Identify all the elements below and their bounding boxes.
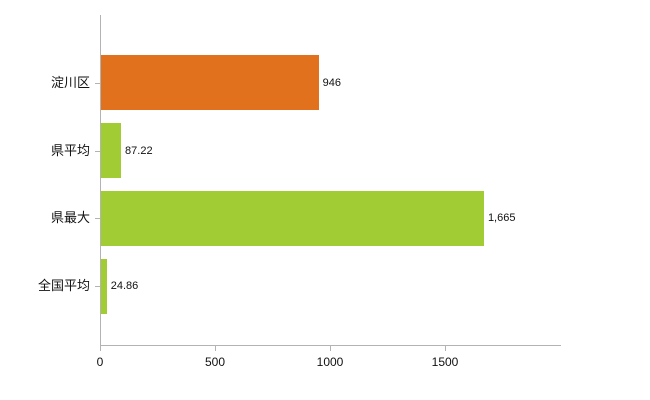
- bar-3: [101, 258, 107, 314]
- x-axis-tick-2: [330, 346, 331, 351]
- x-axis-tick-label-0: 0: [96, 355, 104, 369]
- value-label-3: 24.86: [110, 280, 139, 293]
- x-axis-tick-0: [100, 346, 101, 351]
- bar-1: [101, 123, 122, 179]
- value-label-1: 87.22: [125, 144, 153, 157]
- y-axis-tick-2: [95, 218, 100, 220]
- y-axis-tick-1: [95, 150, 100, 152]
- bar-2: [101, 190, 484, 246]
- x-axis-tick-1: [215, 346, 216, 351]
- category-label-3: 全国平均: [37, 278, 90, 294]
- category-label-2: 県最大: [50, 210, 90, 226]
- y-axis-tick-3: [95, 286, 100, 288]
- category-label-1: 県平均: [50, 142, 90, 158]
- x-axis-tick-3: [445, 346, 446, 351]
- x-axis-tick-label-1: 500: [204, 355, 226, 369]
- bar-0: [101, 55, 319, 111]
- x-axis-tick-label-2: 1000: [316, 355, 344, 369]
- value-label-2: 1,665: [487, 212, 516, 225]
- value-label-0: 946: [322, 76, 341, 89]
- y-axis-tick-0: [95, 82, 100, 84]
- x-axis-tick-label-3: 1500: [431, 355, 459, 369]
- category-label-0: 淀川区: [50, 74, 90, 90]
